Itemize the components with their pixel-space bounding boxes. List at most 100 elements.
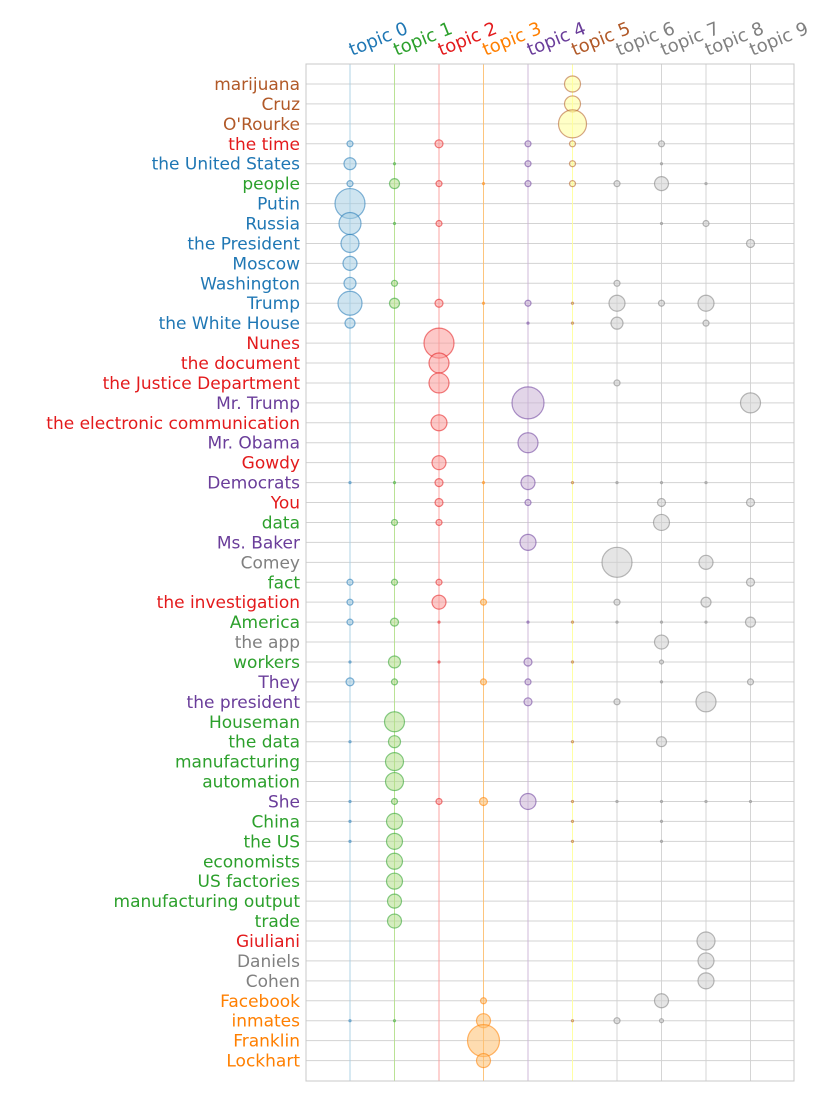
term-topic-bubble: [570, 1019, 575, 1023]
term-row-label: the document: [181, 354, 300, 374]
term-topic-bubble: [338, 211, 362, 236]
term-row-label: They: [257, 673, 300, 693]
term-row-label: Moscow: [232, 254, 300, 274]
term-row-label: Daniels: [237, 952, 300, 972]
term-topic-bubble: [657, 299, 666, 307]
term-topic-bubble: [748, 799, 753, 804]
term-topic-bubble: [434, 478, 444, 488]
term-topic-bubble: [346, 618, 354, 626]
term-topic-bubble: [385, 812, 404, 831]
term-topic-bubble: [390, 797, 399, 806]
term-row-label: the investigation: [157, 593, 300, 613]
term-topic-bubble: [479, 997, 488, 1005]
term-topic-bubble: [524, 299, 532, 307]
term-topic-bubble: [435, 180, 443, 188]
term-topic-bubble: [475, 1052, 492, 1069]
term-topic-bubble: [428, 352, 450, 374]
term-topic-bubble: [343, 276, 357, 290]
term-topic-bubble: [523, 657, 533, 667]
term-topic-bubble: [570, 740, 575, 744]
term-row-label: Cohen: [246, 972, 300, 992]
term-row-label: automation: [202, 773, 300, 793]
term-topic-bubble: [511, 386, 545, 420]
term-row-label: inmates: [232, 1012, 301, 1032]
term-topic-bubble: [386, 913, 403, 929]
term-topic-bubble: [655, 736, 668, 748]
term-row-label: Cruz: [261, 95, 300, 115]
term-row-label: China: [251, 812, 300, 832]
term-topic-bubble: [524, 180, 532, 188]
term-topic-bubble: [478, 796, 489, 807]
term-topic-bubble: [613, 598, 621, 606]
term-topic-bubble: [613, 279, 621, 287]
term-topic-bubble: [702, 219, 710, 228]
term-topic-bubble: [348, 839, 352, 843]
term-topic-bubble: [344, 317, 356, 329]
term-topic-bubble: [744, 616, 757, 628]
term-topic-bubble: [519, 533, 537, 551]
term-topic-bubble: [342, 255, 358, 271]
term-topic-bubble: [526, 321, 530, 325]
term-topic-bubble: [392, 1019, 397, 1023]
term-topic-bubble: [384, 771, 405, 792]
term-topic-bubble: [658, 659, 665, 665]
term-topic-bubble: [659, 162, 664, 166]
term-topic-bubble: [348, 660, 352, 664]
term-topic-bubble: [570, 839, 575, 843]
term-topic-bubble: [524, 140, 532, 148]
term-topic-bubble: [430, 414, 448, 432]
term-topic-bubble: [697, 952, 715, 970]
term-topic-bubble: [388, 297, 401, 309]
term-row-label: the time: [228, 135, 300, 155]
term-topic-bubble: [390, 678, 399, 686]
term-topic-bubble: [659, 680, 664, 684]
term-topic-bubble: [348, 819, 352, 824]
term-topic-bubble: [570, 660, 575, 664]
term-topic-bubble: [745, 577, 756, 587]
term-row-label: fact: [268, 573, 301, 593]
term-row-label: the electronic communication: [46, 414, 300, 434]
term-row-label: America: [230, 613, 300, 633]
term-topic-bubble: [613, 379, 621, 387]
term-topic-bubble: [570, 301, 575, 305]
term-row-label: the data: [228, 733, 300, 753]
term-topic-bubble: [568, 160, 577, 168]
term-topic-bubble: [346, 180, 354, 188]
term-topic-bubble: [657, 140, 666, 148]
term-topic-bubble: [434, 298, 444, 308]
term-topic-bubble: [524, 498, 532, 507]
term-topic-bubble: [390, 279, 399, 287]
plot-frame: [305, 63, 795, 1082]
term-topic-bubble: [570, 819, 575, 824]
term-topic-bubble: [704, 481, 708, 485]
term-topic-bubble: [659, 799, 664, 804]
term-topic-bubble: [570, 481, 575, 485]
term-topic-bubble: [652, 513, 671, 532]
term-topic-bubble: [568, 140, 577, 148]
term-topic-bubble: [570, 799, 575, 804]
term-topic-bubble: [520, 475, 536, 491]
term-topic-bubble: [653, 993, 670, 1009]
term-topic-bubble: [337, 290, 363, 316]
term-row-label: manufacturing: [175, 753, 300, 773]
term-row-label: data: [262, 513, 300, 533]
term-topic-bubble: [348, 799, 352, 804]
term-topic-bubble: [346, 578, 354, 586]
term-topic-bubble: [434, 139, 444, 149]
term-topic-bubble: [340, 233, 360, 254]
term-row-label: economists: [203, 852, 300, 872]
term-row-label: workers: [233, 653, 300, 673]
term-topic-bubble: [659, 620, 664, 624]
term-topic-bubble: [466, 1024, 501, 1058]
term-topic-bubble: [385, 832, 404, 850]
term-row-label: manufacturing output: [114, 892, 301, 912]
term-topic-bubble: [659, 819, 664, 824]
term-topic-bubble: [658, 1018, 665, 1024]
term-topic-bubble: [613, 1017, 621, 1025]
term-topic-bubble: [697, 972, 715, 990]
term-topic-bubble: [568, 180, 577, 188]
term-topic-bubble: [659, 221, 664, 226]
